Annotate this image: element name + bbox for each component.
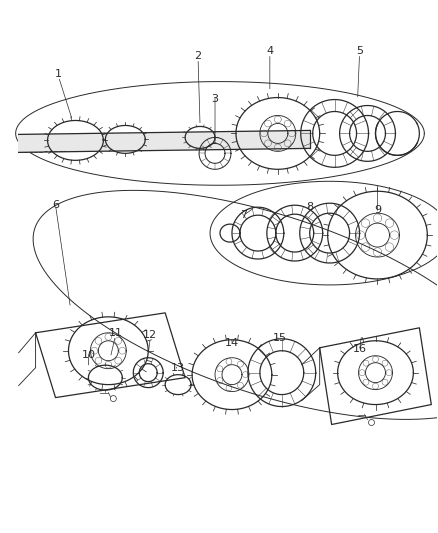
Text: 8: 8	[306, 202, 313, 212]
Text: 2: 2	[194, 51, 201, 61]
Text: 3: 3	[212, 93, 219, 103]
Text: 5: 5	[356, 46, 363, 55]
Text: 14: 14	[225, 338, 239, 348]
Polygon shape	[19, 131, 310, 152]
Text: 1: 1	[55, 69, 62, 78]
Text: 10: 10	[81, 350, 95, 360]
Text: 12: 12	[143, 330, 157, 340]
Text: 16: 16	[353, 344, 367, 354]
Text: 9: 9	[374, 205, 381, 215]
Text: 7: 7	[240, 210, 247, 220]
Text: 13: 13	[171, 362, 185, 373]
Text: 11: 11	[108, 328, 122, 338]
Text: 4: 4	[266, 46, 273, 55]
Text: 6: 6	[52, 200, 59, 210]
Text: 15: 15	[273, 333, 287, 343]
